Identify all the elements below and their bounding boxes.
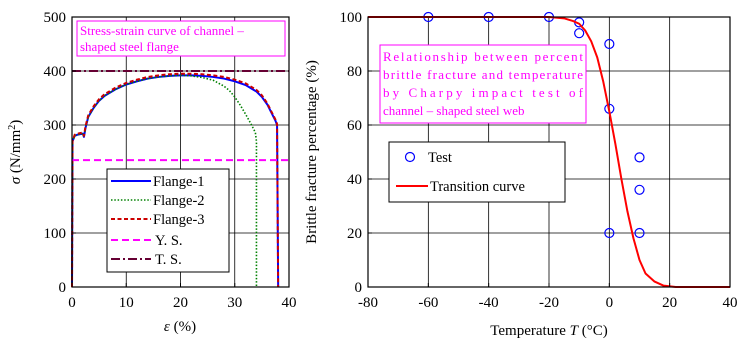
y-tick-label: 60 bbox=[347, 118, 362, 134]
svg-text:Flange-2: Flange-2 bbox=[153, 193, 205, 209]
brittle-fracture-chart: -80 -60 -40 -20 0 20 40 0 20 40 60 80 100 Temperatur… bbox=[304, 10, 738, 339]
x-tick-label: -20 bbox=[539, 295, 559, 311]
left-series-group bbox=[71, 70, 289, 288]
y-tick-label: 0 bbox=[355, 280, 363, 296]
y-tick-label: 400 bbox=[44, 64, 67, 80]
svg-text:Flange-3: Flange-3 bbox=[153, 212, 205, 228]
y-tick-label: 20 bbox=[347, 226, 362, 242]
data-point bbox=[634, 227, 645, 239]
series-flange-3-line bbox=[71, 72, 280, 288]
y-tick-label: 300 bbox=[44, 118, 67, 134]
legend-item-flange-3: Flange-3 bbox=[111, 212, 205, 228]
legend-item-flange-1: Flange-1 bbox=[111, 174, 205, 190]
svg-text:Test: Test bbox=[428, 150, 452, 166]
right-annotation-line-2: brittle fracture and temperature bbox=[383, 67, 583, 82]
y-tick-label: 100 bbox=[340, 10, 363, 26]
left-legend: Flange-1 Flange-2 Flange-3 Y. S. T. S. bbox=[106, 168, 230, 273]
right-x-axis-title: Temperature T (°C) bbox=[490, 323, 607, 339]
legend-item-flange-2: Flange-2 bbox=[111, 193, 205, 209]
y-tick-label: 40 bbox=[347, 172, 362, 188]
y-tick-label: 0 bbox=[59, 280, 67, 296]
right-annotation-line-4: channel – shaped steel web bbox=[383, 103, 525, 118]
series-transition-curve-line bbox=[368, 16, 730, 288]
legend-item-ts: T. S. bbox=[111, 252, 182, 268]
right-annotation-box: Relationship between percent brittle fra… bbox=[379, 44, 587, 124]
data-point bbox=[604, 38, 615, 50]
y-tick-label: 500 bbox=[44, 10, 67, 26]
x-tick-label: -80 bbox=[358, 295, 378, 311]
x-tick-label: 30 bbox=[227, 295, 242, 311]
right-ticks: -80 -60 -40 -20 0 20 40 0 20 40 60 80 100 bbox=[340, 10, 738, 311]
x-tick-label: 20 bbox=[662, 295, 677, 311]
x-tick-label: 40 bbox=[723, 295, 738, 311]
x-tick-label: -40 bbox=[479, 295, 499, 311]
data-point bbox=[634, 152, 645, 163]
legend-item-ys: Y. S. bbox=[111, 233, 183, 249]
legend-item-test: Test bbox=[404, 150, 452, 166]
x-tick-label: 0 bbox=[68, 295, 76, 311]
left-annotation-line-2: shaped steel flange bbox=[80, 39, 179, 54]
right-legend: Test Transition curve bbox=[388, 141, 566, 203]
left-y-axis-title: σ (N/mm2) bbox=[7, 120, 24, 185]
svg-text:Transition curve: Transition curve bbox=[430, 179, 525, 195]
left-x-axis-title: ε (%) bbox=[164, 319, 196, 335]
data-point bbox=[604, 227, 615, 239]
x-tick-label: 40 bbox=[282, 295, 297, 311]
svg-text:Y. S.: Y. S. bbox=[155, 233, 183, 249]
right-annotation-line-1: Relationship between percent bbox=[383, 49, 583, 64]
x-tick-label: 20 bbox=[173, 295, 188, 311]
svg-text:T. S.: T. S. bbox=[155, 252, 182, 268]
x-tick-label: 0 bbox=[606, 295, 614, 311]
left-annotation-box: Stress-strain curve of channel – shaped … bbox=[76, 20, 286, 57]
right-annotation-line-3: by Charpy impact test of bbox=[383, 85, 584, 100]
y-tick-label: 80 bbox=[347, 64, 362, 80]
legend-item-transition-curve: Transition curve bbox=[396, 179, 525, 195]
x-tick-label: -60 bbox=[418, 295, 438, 311]
data-point bbox=[574, 28, 585, 39]
left-annotation-line-1: Stress-strain curve of channel – bbox=[80, 23, 244, 38]
x-tick-label: 10 bbox=[119, 295, 134, 311]
svg-text:Flange-1: Flange-1 bbox=[153, 174, 205, 190]
y-tick-label: 100 bbox=[44, 226, 67, 242]
series-flange-2-line bbox=[71, 74, 258, 288]
right-y-axis-title: Brittle fracture percentage (%) bbox=[304, 60, 320, 244]
y-tick-label: 200 bbox=[44, 172, 67, 188]
data-point bbox=[634, 184, 645, 195]
